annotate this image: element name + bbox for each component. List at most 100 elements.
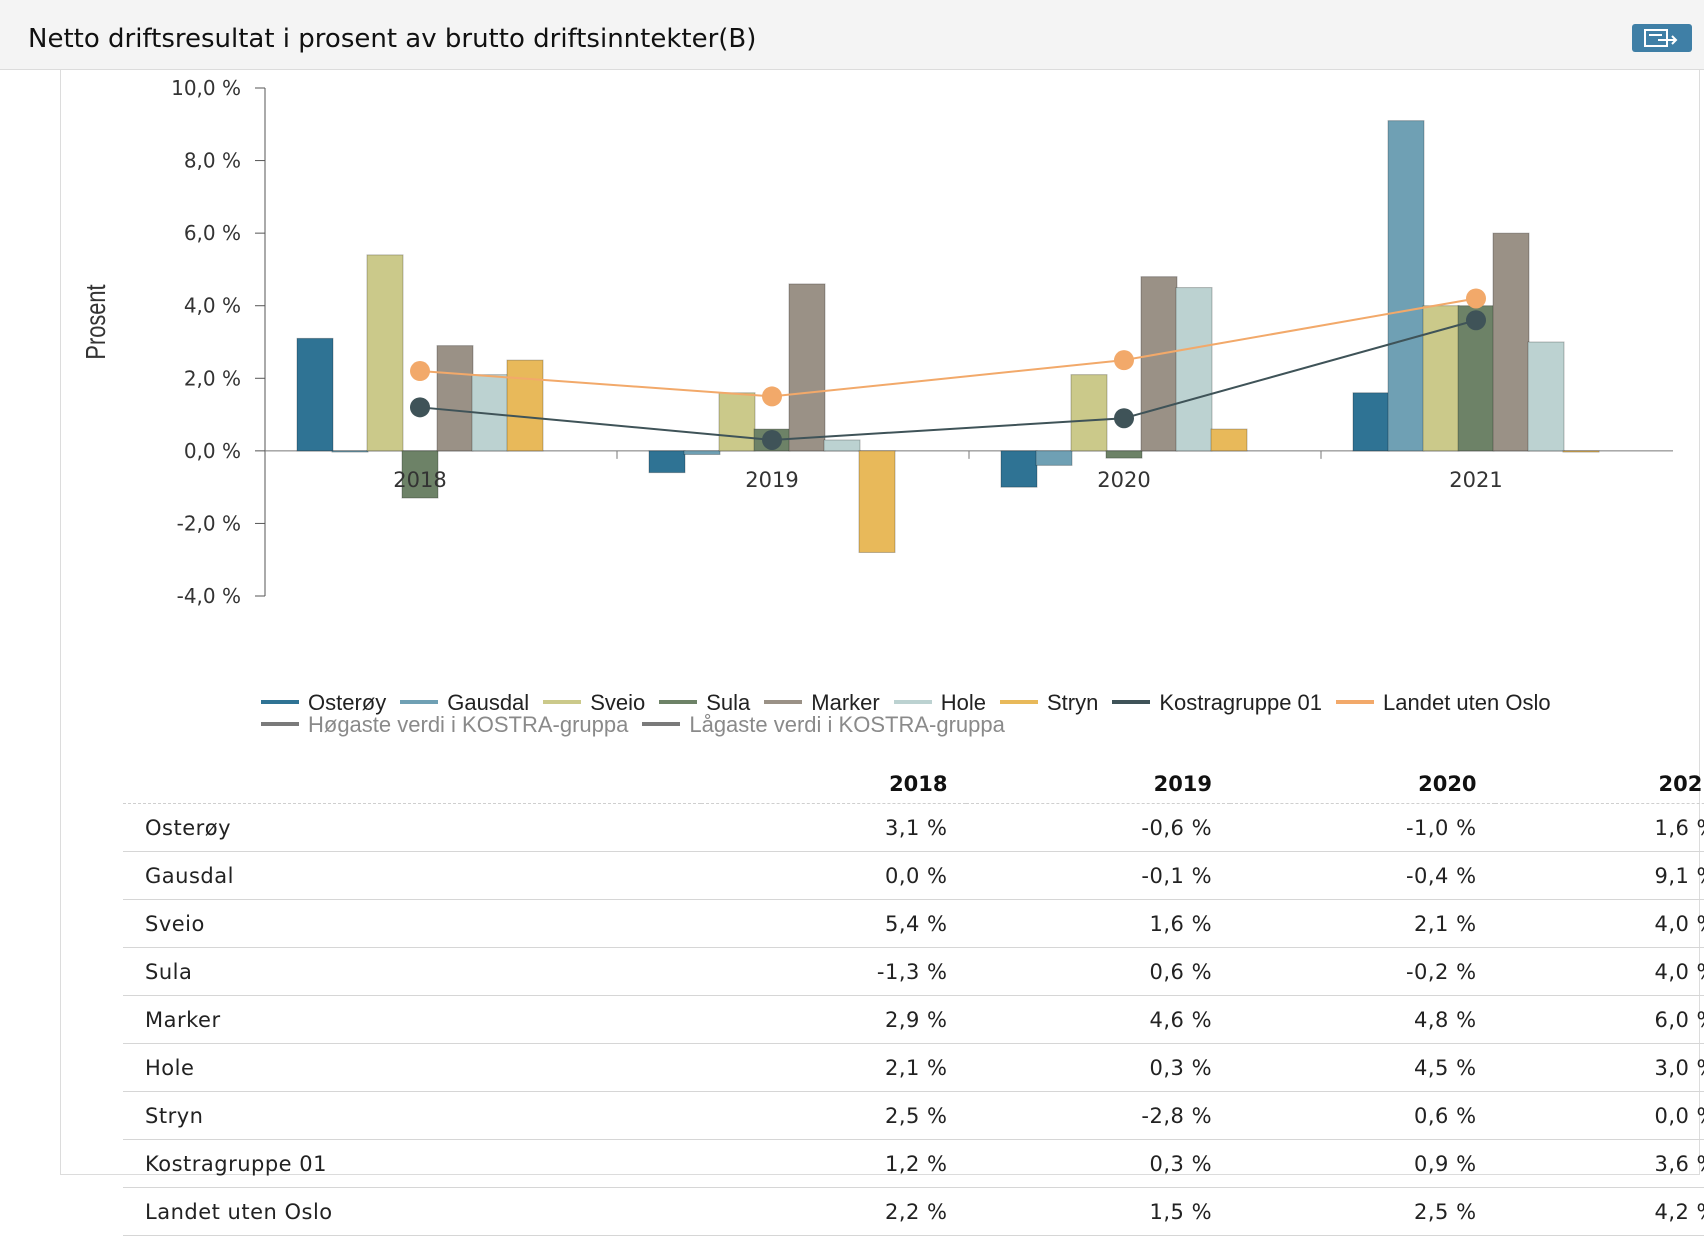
- legend-label: Marker: [811, 690, 880, 715]
- legend-item[interactable]: Hole: [893, 690, 986, 715]
- row-label: Marker: [123, 995, 701, 1044]
- y-tick-label: 4,0 %: [184, 294, 241, 318]
- y-tick-label: 2,0 %: [184, 366, 241, 390]
- table-cell: 5,4 %: [701, 899, 966, 948]
- series-point: [762, 429, 782, 450]
- table-cell: 0,0 %: [1494, 1091, 1704, 1140]
- table-cell: 2,5 %: [701, 1091, 966, 1140]
- export-button[interactable]: [1632, 24, 1692, 52]
- legend-label: Hole: [940, 690, 986, 715]
- legend-swatch: [261, 700, 299, 705]
- legend-item[interactable]: Sula: [659, 692, 750, 714]
- table-cell: 3,0 %: [1494, 1043, 1704, 1092]
- legend-label: Høgaste verdi i KOSTRA-gruppa: [308, 712, 629, 737]
- legend-label: Kostragruppe 01: [1159, 690, 1323, 715]
- bar: [1000, 450, 1038, 488]
- legend-item[interactable]: Sveio: [543, 692, 645, 714]
- y-tick-label: -2,0 %: [177, 511, 241, 535]
- legend-item[interactable]: Marker: [764, 690, 880, 715]
- panel-header: Netto driftsresultat i prosent av brutto…: [0, 0, 1704, 70]
- legend-item[interactable]: Kostragruppe 01: [1112, 692, 1322, 714]
- table-cell: 1,2 %: [701, 1139, 966, 1188]
- legend-swatch: [1336, 700, 1375, 705]
- row-label: Kostragruppe 01: [123, 1139, 701, 1188]
- table-cell: 1,6 %: [965, 899, 1231, 948]
- legend-item[interactable]: Landet uten Oslo: [1336, 692, 1551, 714]
- legend-item[interactable]: Lågaste verdi i KOSTRA-gruppa: [642, 714, 1005, 736]
- table-cell: 1,6 %: [1494, 803, 1704, 852]
- table-cell: -1,3 %: [701, 947, 966, 996]
- series-line: [419, 319, 1477, 441]
- bar: [506, 359, 544, 452]
- legend-swatch: [543, 700, 582, 705]
- bar: [296, 337, 334, 452]
- table-cell: -1,0 %: [1230, 803, 1495, 852]
- series-point: [1114, 408, 1134, 429]
- bar: [401, 450, 439, 499]
- y-tick-label: 8,0 %: [184, 149, 241, 173]
- legend-item[interactable]: Stryn: [999, 690, 1099, 715]
- bar: [683, 450, 721, 455]
- bar: [1175, 287, 1213, 452]
- export-icon: [1644, 29, 1678, 47]
- bar: [1387, 120, 1425, 452]
- legend-item[interactable]: Høgaste verdi i KOSTRA-gruppa: [261, 714, 628, 736]
- table-cell: 4,0 %: [1494, 947, 1704, 996]
- bar: [1070, 374, 1108, 452]
- row-label: Sveio: [123, 899, 701, 948]
- table-header-cell: 2018: [701, 765, 966, 804]
- series-point: [410, 397, 430, 418]
- bar: [1562, 450, 1600, 453]
- bar: [1352, 392, 1390, 452]
- y-tick-label: 0,0 %: [184, 439, 241, 463]
- table-cell: -0,4 %: [1230, 851, 1495, 900]
- legend-label: Sula: [706, 690, 751, 715]
- legend-item[interactable]: Gausdal: [400, 692, 529, 714]
- chart-legend: Osterøy Gausdal Sveio Sula Marker Hole Stryn Ko…: [261, 692, 1681, 736]
- series-point: [1114, 350, 1134, 371]
- series-point: [410, 361, 430, 382]
- table-cell: 2,1 %: [1230, 899, 1495, 948]
- legend-label: Lågaste verdi i KOSTRA-gruppa: [689, 712, 1005, 737]
- x-tick-label: 2021: [1449, 468, 1502, 492]
- table-header-blank: [123, 765, 701, 804]
- table-cell: 4,5 %: [1230, 1043, 1495, 1092]
- legend-swatch: [764, 700, 803, 705]
- legend-swatch: [999, 700, 1038, 705]
- bar: [436, 345, 474, 452]
- table-cell: 4,2 %: [1494, 1187, 1704, 1236]
- table-cell: 4,8 %: [1230, 995, 1495, 1044]
- x-tick-label: 2018: [393, 468, 446, 492]
- bar: [1527, 341, 1565, 452]
- bar: [648, 450, 686, 474]
- bar: [1140, 276, 1178, 452]
- table-header-cell: 2019: [965, 765, 1231, 804]
- table-cell: 0,0 %: [701, 851, 966, 900]
- table-cell: 9,1 %: [1494, 851, 1704, 900]
- bar: [331, 450, 369, 453]
- legend-swatch: [893, 700, 932, 705]
- legend-item[interactable]: Osterøy: [261, 692, 386, 714]
- legend-label: Stryn: [1046, 690, 1099, 715]
- table-row: Kostragruppe 011,2 %0,3 %0,9 %3,6 %: [123, 1139, 1704, 1188]
- table-cell: -0,2 %: [1230, 947, 1495, 996]
- table-cell: 0,6 %: [965, 947, 1231, 996]
- row-label: Osterøy: [123, 803, 701, 852]
- series-point: [1466, 310, 1486, 331]
- bar: [823, 439, 861, 452]
- x-tick-label: 2020: [1097, 468, 1150, 492]
- legend-label: Gausdal: [447, 690, 530, 715]
- table-cell: 2,2 %: [701, 1187, 966, 1236]
- table-cell: 4,6 %: [965, 995, 1231, 1044]
- table-cell: 0,6 %: [1230, 1091, 1495, 1140]
- table-cell: 3,6 %: [1494, 1139, 1704, 1188]
- legend-swatch: [1112, 700, 1151, 705]
- table-cell: 3,1 %: [701, 803, 966, 852]
- legend-label: Landet uten Oslo: [1383, 690, 1551, 715]
- legend-swatch: [659, 700, 698, 705]
